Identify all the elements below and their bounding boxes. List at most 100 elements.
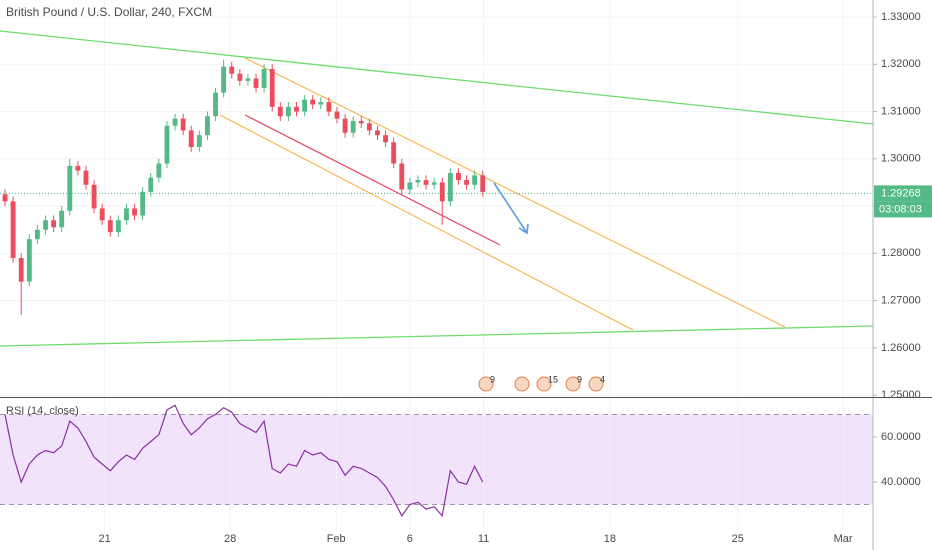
- y-tick-label: 1.27000: [881, 294, 921, 306]
- rsi-band: [0, 414, 873, 505]
- candle-body: [415, 180, 421, 183]
- x-tick-label: Feb: [327, 533, 346, 545]
- arrow: [493, 182, 528, 234]
- event-icon: [536, 376, 552, 392]
- y-tick-label: 1.30000: [881, 153, 921, 165]
- candle-body: [366, 123, 372, 131]
- candle-body: [261, 69, 267, 88]
- candle-body: [196, 135, 202, 147]
- candle-body: [34, 229, 40, 240]
- candle-body: [115, 220, 121, 233]
- x-tick-label: 21: [98, 533, 110, 545]
- candle-body: [269, 69, 275, 107]
- candle-body: [342, 118, 348, 133]
- candle-body: [18, 258, 24, 282]
- x-tick-label: 25: [732, 533, 744, 545]
- candle-body: [253, 78, 259, 88]
- x-tick-label: 6: [407, 533, 413, 545]
- event-icon: [478, 376, 494, 392]
- candle-body: [294, 106, 299, 112]
- arrow-head: [518, 223, 529, 235]
- candle-body: [229, 66, 235, 74]
- y-tick-label: 1.26000: [881, 342, 921, 354]
- event-icon: [588, 376, 604, 392]
- candle-body: [180, 118, 186, 131]
- candle-body: [148, 177, 154, 192]
- candle-body: [358, 120, 364, 124]
- event-label: 4: [600, 374, 605, 384]
- candle-body: [26, 239, 32, 282]
- candle-body: [221, 66, 227, 93]
- candle-body: [326, 102, 332, 112]
- candle-body: [99, 208, 105, 221]
- candle-body: [132, 208, 137, 216]
- candle-body: [407, 182, 413, 190]
- candle-body: [302, 99, 308, 112]
- candle-body: [375, 130, 380, 136]
- candle-body: [140, 191, 146, 216]
- candle-body: [43, 220, 48, 230]
- candle-body: [205, 116, 210, 136]
- candle-body: [423, 180, 429, 185]
- candle-body: [472, 175, 478, 185]
- y-tick-label: 1.25000: [881, 389, 921, 401]
- candle-body: [391, 142, 397, 164]
- channel-line: [244, 57, 786, 328]
- candle-body: [213, 92, 218, 117]
- candle-body: [51, 220, 57, 228]
- chart-title: British Pound / U.S. Dollar, 240, FXCM: [6, 5, 212, 19]
- event-label: 9: [577, 374, 582, 384]
- candle-body: [480, 175, 486, 192]
- candle-body: [245, 78, 251, 81]
- x-tick-label: Mar: [834, 533, 853, 545]
- candle-body: [399, 163, 405, 190]
- candle-body: [164, 125, 170, 164]
- candle-body: [10, 201, 16, 259]
- candle-body: [67, 165, 73, 211]
- candle-body: [318, 102, 324, 105]
- event-icon: [565, 376, 581, 392]
- candle-body: [439, 182, 445, 202]
- candle-body: [310, 99, 316, 105]
- drawings: [0, 30, 874, 347]
- candle-body: [188, 130, 194, 147]
- rsi-title: RSI (14, close): [6, 405, 79, 417]
- y-tick-label: 1.28000: [881, 247, 921, 259]
- candle-body: [107, 220, 113, 233]
- candle-body: [447, 172, 453, 202]
- trend-line: [0, 30, 874, 125]
- candle-body: [172, 118, 178, 126]
- candle-body: [59, 210, 65, 228]
- candle-body: [383, 135, 388, 143]
- candle-body: [334, 111, 340, 119]
- y-tick-label: 40.0000: [881, 476, 921, 488]
- event-label: 9: [490, 374, 495, 384]
- rsi-background: [0, 0, 873, 530]
- candle-body: [237, 73, 243, 81]
- trend-line: [0, 325, 874, 347]
- candle-body: [83, 170, 89, 185]
- countdown-label: 03:08:03: [879, 203, 922, 215]
- candle-body: [431, 182, 437, 185]
- x-tick-label: 28: [224, 533, 236, 545]
- candle-body: [91, 184, 97, 209]
- y-tick-label: 1.32000: [881, 58, 921, 70]
- x-tick-label: 18: [604, 533, 616, 545]
- y-tick-label: 1.33000: [881, 11, 921, 23]
- x-tick-label: 11: [478, 533, 489, 545]
- channel-line: [219, 114, 634, 331]
- candle-body: [285, 106, 291, 117]
- candle-body: [156, 163, 162, 178]
- y-tick-label: 60.0000: [881, 431, 921, 443]
- candle-body: [456, 172, 461, 181]
- candle-body: [464, 180, 469, 185]
- candle-body: [124, 208, 129, 221]
- event-icon: [514, 376, 530, 392]
- event-label: 15: [548, 374, 558, 384]
- last-price-label: 1.29268: [881, 187, 921, 199]
- candle-body: [277, 106, 283, 117]
- countdown-box: [874, 201, 932, 218]
- y-tick-label: 1.31000: [881, 105, 921, 117]
- candle-body: [75, 165, 81, 171]
